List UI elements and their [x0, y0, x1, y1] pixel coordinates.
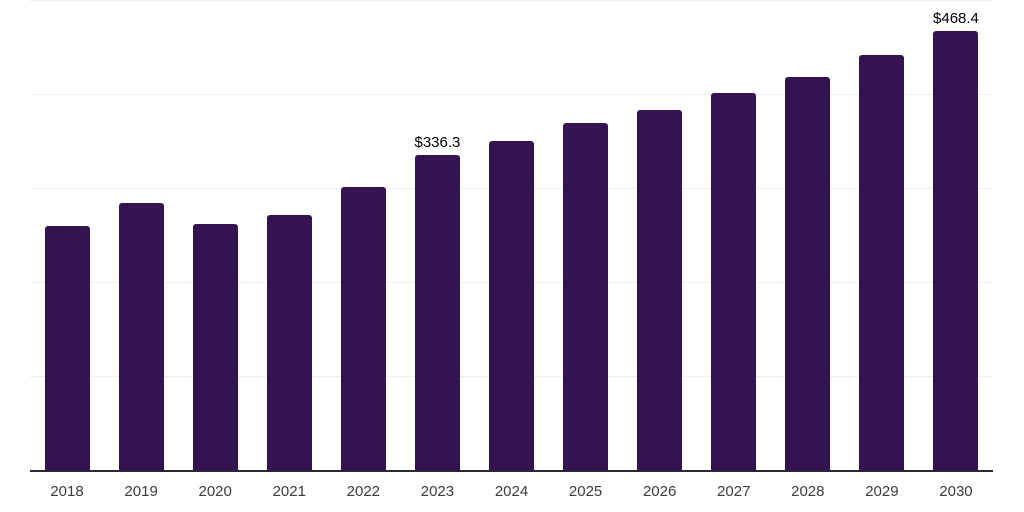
bar-2022: [340, 186, 386, 471]
x-axis-line: [30, 470, 993, 472]
x-tick-2027: 2027: [717, 483, 751, 500]
x-tick-2025: 2025: [568, 483, 603, 500]
bar-2020: [192, 223, 238, 471]
bar-2024: [489, 140, 534, 471]
x-tick-2020: 2020: [198, 483, 232, 500]
x-tick-2023: 2023: [420, 483, 455, 500]
gridline-400: [30, 94, 993, 95]
bar-2030: [933, 30, 979, 471]
bar-2018: [44, 225, 90, 471]
bar-slot-2022: [326, 1, 400, 471]
x-tick-2018: 2018: [50, 483, 84, 500]
bar-slot-2030: $468.4: [919, 1, 993, 471]
x-tick-2029: 2029: [865, 483, 899, 500]
plot-area: $336.3 $468.4: [30, 0, 993, 471]
x-tick-2019: 2019: [124, 483, 158, 500]
bar-2027: [711, 92, 757, 471]
bar-2025: [563, 122, 609, 471]
bar-2026: [637, 109, 683, 471]
bar-2021: [266, 214, 312, 471]
x-tick-2028: 2028: [791, 483, 825, 500]
bar-slot-2028: [771, 1, 845, 471]
bar-slot-2021: [252, 1, 326, 471]
bar-2019: [118, 202, 164, 471]
bar-slot-2029: [845, 1, 919, 471]
bar-2028: [785, 76, 831, 471]
bar-slot-2019: [104, 1, 178, 471]
bar-slot-2024: [474, 1, 548, 471]
bar-2029: [859, 54, 905, 471]
x-tick-2026: 2026: [642, 483, 677, 500]
data-label-2030: $468.4: [933, 9, 979, 27]
bar-2023: [414, 154, 460, 471]
bar-slot-2020: [178, 1, 252, 471]
gridline-500: [30, 0, 993, 1]
bar-slot-2018: [30, 1, 104, 471]
bar-slot-2026: [623, 1, 697, 471]
x-tick-2021: 2021: [272, 483, 306, 500]
bar-slot-2023: $336.3: [400, 1, 474, 471]
data-label-2023: $336.3: [414, 133, 461, 151]
x-tick-2030: 2030: [939, 483, 973, 500]
x-axis-ticks: 2018 2019 2020 2021 2022 2023 2024 2025 2026 2027…: [30, 483, 993, 500]
bar-slot-2027: [697, 1, 771, 471]
x-tick-2024: 2024: [494, 483, 529, 500]
bar-slot-2025: [549, 1, 623, 471]
x-tick-2022: 2022: [346, 483, 381, 500]
